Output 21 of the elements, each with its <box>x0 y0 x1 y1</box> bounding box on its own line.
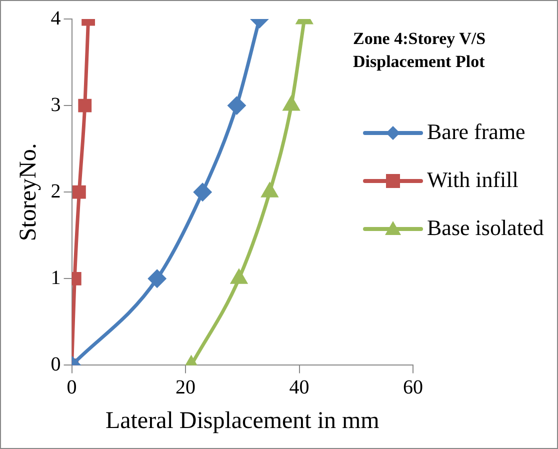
point <box>72 185 86 199</box>
x-tick-label: 0 <box>66 376 77 398</box>
x-axis-title: Lateral Displacement in mm <box>105 408 380 434</box>
x-tick-label: 60 <box>403 376 423 398</box>
y-axis-title: StoreyNo. <box>16 143 42 242</box>
legend-label: Bare frame <box>427 119 526 145</box>
point <box>194 183 212 201</box>
y-tick-label: 3 <box>50 94 61 116</box>
y-tick-label: 1 <box>50 266 61 289</box>
legend-label: Base isolated <box>427 215 544 241</box>
point <box>231 270 247 284</box>
point <box>228 96 246 114</box>
y-tick-label: 4 <box>50 7 61 30</box>
point <box>78 98 92 112</box>
y-tick-label: 0 <box>50 353 61 376</box>
x-tick-label: 20 <box>176 376 196 398</box>
legend-label: With infill <box>427 167 518 193</box>
point <box>262 183 278 198</box>
text: Zone 4:Storey V/S Displacement Plot <box>353 28 487 73</box>
x-tick-label: 40 <box>289 376 310 398</box>
y-tick-label: 2 <box>50 180 61 202</box>
